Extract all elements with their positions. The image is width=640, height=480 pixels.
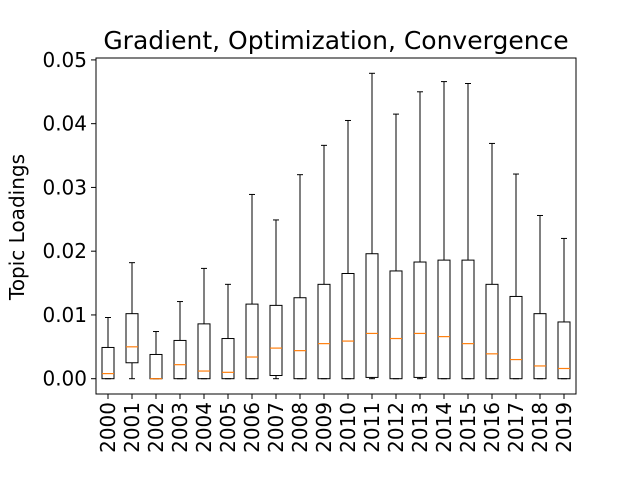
x-tick-label: 2009: [312, 402, 336, 453]
box-body: [125, 313, 139, 364]
x-tick-label: 2014: [432, 402, 456, 453]
x-tick-label: 2010: [336, 402, 360, 453]
box-body: [269, 304, 283, 377]
x-tick-label: 2003: [168, 402, 192, 453]
y-axis-label: Topic Loadings: [5, 154, 29, 301]
y-tick-label: 0.02: [42, 239, 87, 263]
x-tick-label: 2002: [144, 402, 168, 453]
box-body: [557, 321, 571, 380]
y-tick-label: 0.04: [42, 112, 87, 136]
y-tick-label: 0.03: [42, 175, 87, 199]
y-tick-label: 0.00: [42, 367, 87, 391]
box-body: [101, 346, 115, 380]
x-tick-label: 2016: [480, 402, 504, 453]
y-tick-label: 0.05: [42, 48, 87, 72]
x-tick-label: 2012: [384, 402, 408, 453]
x-tick-label: 2006: [240, 402, 264, 453]
box-body: [485, 283, 499, 380]
box-body: [413, 261, 427, 378]
box-body: [389, 270, 403, 380]
box-body: [221, 338, 235, 380]
x-tick-label: 2015: [456, 402, 480, 453]
axes-frame: [95, 57, 577, 395]
x-tick-label: 2004: [192, 402, 216, 453]
box-body: [245, 303, 259, 380]
x-tick-label: 2005: [216, 402, 240, 453]
plot-area: 0.00 0.01 0.02 0.03 0.04 0.05 2000 2001 2002 2003…: [42, 48, 576, 453]
x-tick-label: 2011: [360, 402, 384, 453]
box-body: [437, 259, 451, 380]
box-body: [341, 272, 355, 380]
x-tick-label: 2013: [408, 402, 432, 453]
box-body: [197, 323, 211, 380]
x-tick-label: 2019: [552, 402, 576, 453]
box-body: [533, 313, 547, 380]
x-tick-label: 2001: [120, 402, 144, 453]
box-body: [293, 297, 307, 380]
x-tick-label: 2017: [504, 402, 528, 453]
box-body: [509, 295, 523, 380]
x-tick-label: 2008: [288, 402, 312, 453]
y-tick-label: 0.01: [42, 303, 87, 327]
box-body: [173, 339, 187, 380]
box-body: [149, 353, 163, 380]
chart-title: Gradient, Optimization, Convergence: [103, 26, 568, 55]
box-body: [317, 283, 331, 380]
box-body: [365, 253, 379, 378]
x-tick-label: 2007: [264, 402, 288, 453]
x-tick-label: 2018: [528, 402, 552, 453]
x-tick-label: 2000: [96, 402, 120, 453]
box-body: [461, 259, 475, 380]
